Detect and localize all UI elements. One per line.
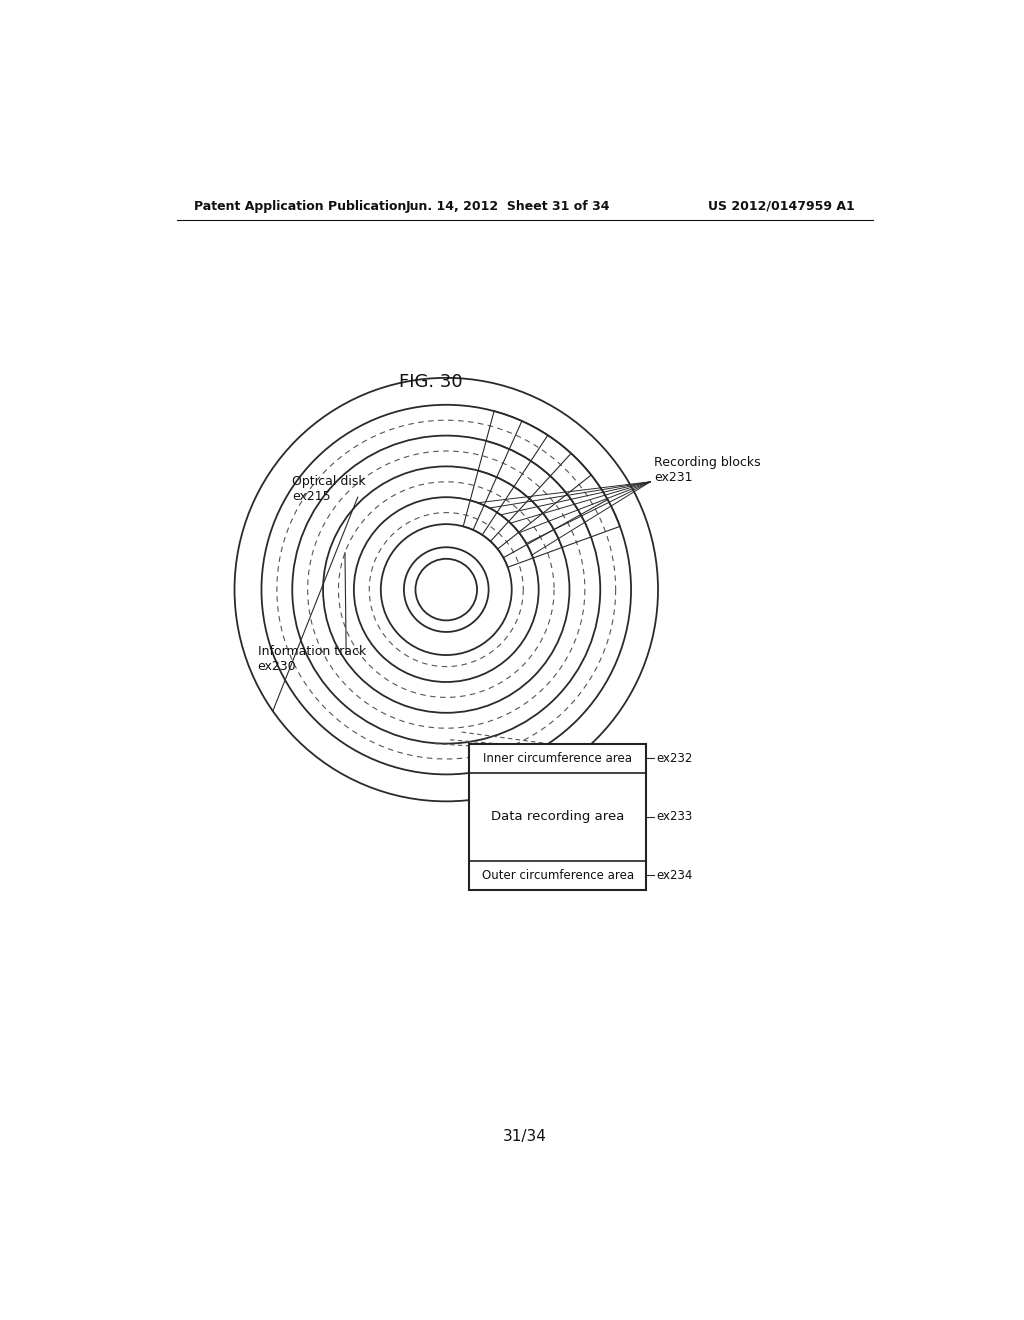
Text: Jun. 14, 2012  Sheet 31 of 34: Jun. 14, 2012 Sheet 31 of 34	[406, 199, 610, 213]
Text: Information track
ex230: Information track ex230	[258, 645, 366, 673]
Text: Patent Application Publication: Patent Application Publication	[194, 199, 407, 213]
Bar	[469, 743, 646, 890]
Text: Inner circumference area: Inner circumference area	[483, 751, 633, 764]
Text: Optical disk
ex215: Optical disk ex215	[292, 475, 366, 503]
Text: US 2012/0147959 A1: US 2012/0147959 A1	[708, 199, 854, 213]
Text: ex232: ex232	[656, 751, 693, 764]
Text: 31/34: 31/34	[503, 1129, 547, 1144]
Text: ex234: ex234	[656, 869, 693, 882]
Text: ex233: ex233	[656, 810, 692, 824]
Text: Recording blocks
ex231: Recording blocks ex231	[654, 457, 761, 484]
Text: FIG. 30: FIG. 30	[399, 372, 463, 391]
Text: Data recording area: Data recording area	[492, 810, 625, 824]
Text: Outer circumference area: Outer circumference area	[482, 869, 634, 882]
